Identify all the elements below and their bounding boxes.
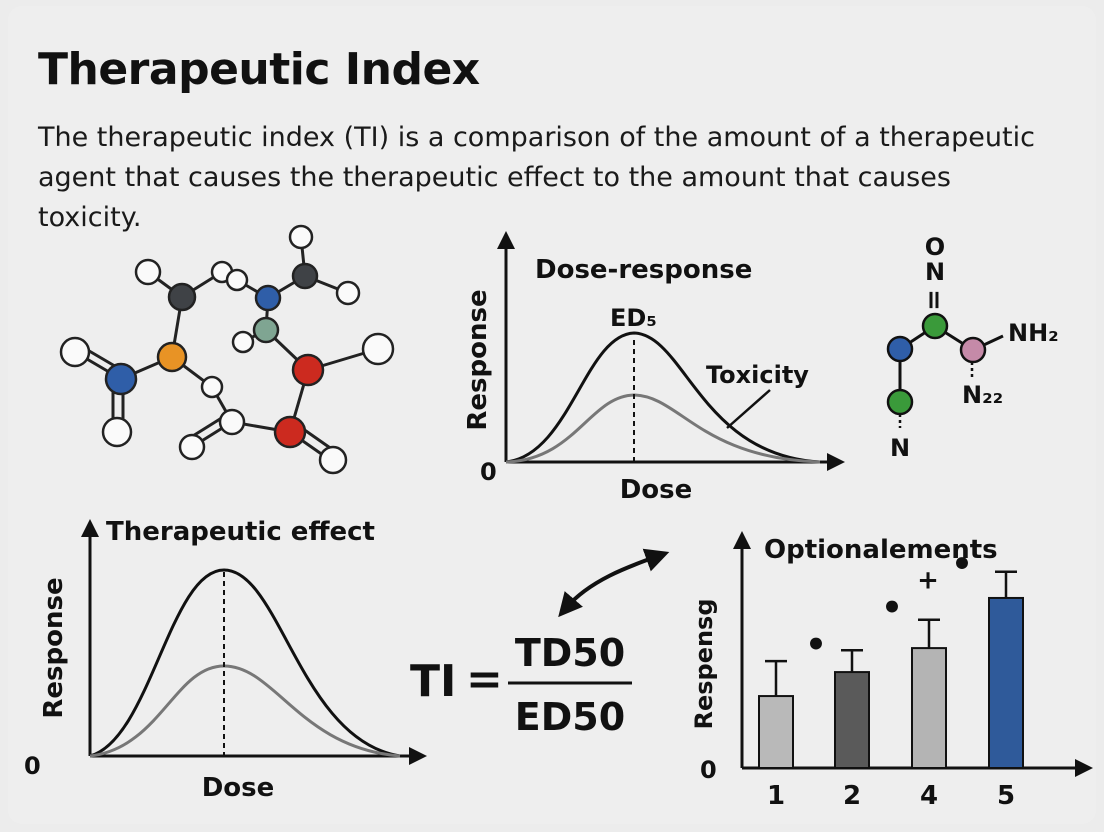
atom-o-label: O	[925, 233, 945, 261]
ti-formula: TI = TD50 ED50	[410, 631, 632, 739]
dr-y-label: Response	[463, 289, 493, 430]
description-text: The therapeutic index (TI) is a comparis…	[38, 122, 1035, 233]
curved-double-arrow	[558, 548, 670, 618]
formula-lhs: TI	[410, 656, 456, 707]
bar-chart: Optionalements Respensg 0 1 2 4 5 • • + •	[690, 531, 1093, 811]
atom-n-bottom-label: N	[890, 434, 910, 462]
bar-5	[988, 596, 1024, 770]
annotation-0: •	[805, 625, 827, 665]
molecule-left-atoms	[59, 224, 395, 475]
annotation-3: •	[951, 544, 973, 584]
dr-effect-curve	[505, 331, 821, 464]
annotation-1: •	[881, 588, 903, 628]
dr-origin-label: 0	[480, 458, 497, 486]
tick-label-1: 1	[767, 781, 785, 811]
bar-2	[834, 671, 870, 770]
page-title: Therapeutic Index	[38, 44, 480, 95]
bar-origin-label: 0	[700, 756, 717, 784]
te-secondary-curve	[89, 664, 401, 758]
error-bar-4	[918, 618, 940, 649]
bar-1	[758, 695, 794, 769]
te-x-label: Dose	[202, 773, 275, 803]
double-bond-label: =	[919, 289, 949, 311]
error-bar-5	[995, 570, 1017, 598]
atom-nh2-label: NH₂	[1008, 319, 1059, 347]
dr-toxicity-label: Toxicity	[706, 361, 809, 389]
bar-4	[911, 647, 947, 769]
dr-chart-title: Dose-response	[535, 255, 752, 285]
te-effect-curve	[89, 568, 401, 758]
formula-numerator: TD50	[515, 631, 625, 675]
atom-n-top-label: N	[925, 258, 945, 286]
tick-label-2: 2	[843, 781, 861, 811]
tick-label-5: 5	[997, 781, 1015, 811]
therapeutic-effect-chart: Therapeutic effect Response Dose 0	[24, 517, 427, 803]
molecule-right: O N = NH₂ N₂₂ N	[886, 233, 1059, 462]
atom-n22-label: N₂₂	[962, 381, 1003, 409]
te-chart-title: Therapeutic effect	[106, 517, 375, 547]
dr-peak-label: ED₅	[610, 304, 657, 332]
bar-y-label: Respensg	[690, 598, 718, 729]
te-y-label: Response	[39, 577, 69, 718]
tick-label-4: 4	[920, 781, 938, 811]
error-bar-1	[765, 659, 787, 697]
annotation-2: +	[917, 566, 939, 596]
dr-x-label: Dose	[620, 475, 693, 505]
formula-equals: =	[466, 654, 503, 705]
dose-response-chart: Dose-response ED₅ Toxicity Response Dose…	[463, 231, 845, 505]
bar-chart-title: Optionalements	[764, 535, 998, 565]
te-origin-label: 0	[24, 752, 41, 780]
dr-toxicity-pointer	[726, 389, 771, 429]
error-bar-2	[841, 649, 863, 673]
formula-denominator: ED50	[515, 695, 625, 739]
